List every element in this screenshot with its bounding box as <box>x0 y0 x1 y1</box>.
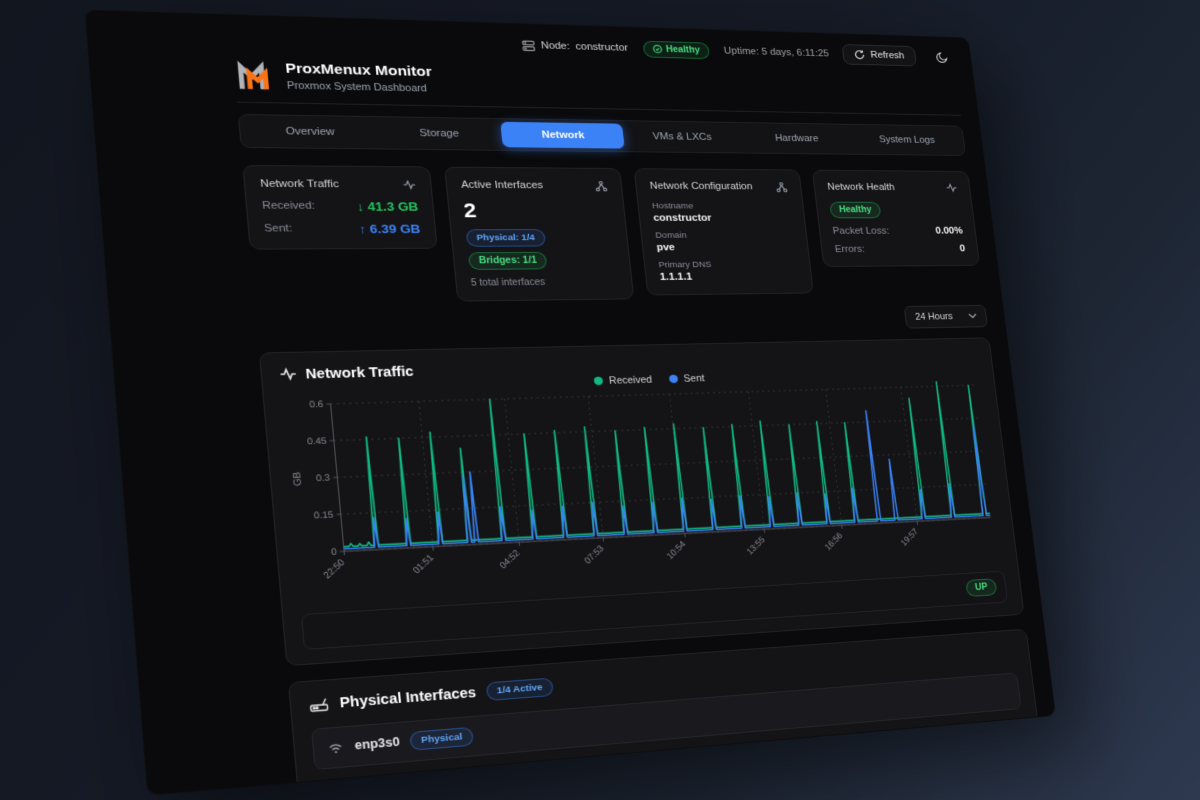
received-label: Received: <box>261 200 316 212</box>
stat-cards: Network Traffic Received: ↓ 41.3 GB Sent… <box>242 164 983 304</box>
sent-value: ↑ 6.39 GB <box>358 221 421 236</box>
activity-icon <box>279 367 298 381</box>
node-indicator: Node: constructor <box>522 39 629 53</box>
svg-text:13:55: 13:55 <box>745 535 768 557</box>
svg-text:07:53: 07:53 <box>583 543 607 566</box>
card-title: Active Interfaces <box>460 179 544 191</box>
sent-label: Sent: <box>263 223 293 235</box>
domain-value: pve <box>656 242 676 253</box>
proxmenux-logo <box>233 60 275 91</box>
svg-text:GB: GB <box>292 471 305 486</box>
svg-text:0.45: 0.45 <box>307 436 328 447</box>
interface-count: 2 <box>462 198 478 222</box>
tab-storage[interactable]: Storage <box>374 120 503 147</box>
card-title: Network Traffic <box>259 178 340 190</box>
check-circle-icon <box>652 45 662 54</box>
received-value: ↓ 41.3 GB <box>356 199 419 214</box>
tab-overview[interactable]: Overview <box>242 118 376 146</box>
tab-hardware[interactable]: Hardware <box>739 125 854 151</box>
refresh-icon <box>854 50 866 60</box>
node-label: Node: <box>540 40 571 52</box>
bridges-count-badge: Bridges: 1/1 <box>467 251 548 270</box>
svg-text:04:52: 04:52 <box>498 548 522 571</box>
errors-value: 0 <box>958 243 966 254</box>
tab-bar: Overview Storage Network VMs & LXCs Hardware… <box>237 113 967 156</box>
dark-mode-toggle[interactable] <box>928 45 955 69</box>
card-title: Network Configuration <box>649 180 754 192</box>
card-title: Network Health <box>826 181 896 193</box>
time-range-select[interactable]: 24 Hours <box>904 304 988 329</box>
page-title: ProxMenux Monitor <box>284 60 433 80</box>
network-configuration-card: Network Configuration Hostname construct… <box>633 167 814 296</box>
legend-dot <box>668 374 679 384</box>
hostname-value: constructor <box>652 212 713 224</box>
packet-loss-value: 0.00% <box>934 225 964 236</box>
tab-vms-lxcs[interactable]: VMs & LXCs <box>622 123 742 149</box>
activity-icon <box>945 182 958 192</box>
legend-label: Sent <box>683 372 706 385</box>
proxmenux-app: Node: constructor Healthy Uptime: 5 days… <box>85 10 1055 795</box>
refresh-button[interactable]: Refresh <box>841 44 917 67</box>
svg-text:0.6: 0.6 <box>309 399 324 410</box>
legend-dot <box>593 376 604 386</box>
svg-text:16:56: 16:56 <box>823 530 845 552</box>
domain-label: Domain <box>654 230 688 241</box>
interface-type-badge: Physical <box>409 726 474 751</box>
legend-sent: Sent <box>668 372 706 385</box>
time-range-row: 24 Hours <box>256 304 988 341</box>
moon-icon <box>934 51 948 64</box>
health-status-badge: Healthy <box>642 40 711 59</box>
node-value: constructor <box>575 41 629 54</box>
tab-network[interactable]: Network <box>500 121 625 149</box>
network-health-card: Network Health Healthy Packet Loss: 0.00… <box>811 169 981 267</box>
health-badge: Healthy <box>829 201 882 219</box>
errors-label: Errors: <box>834 243 866 255</box>
svg-text:01:51: 01:51 <box>411 553 436 576</box>
activity-icon <box>402 179 417 190</box>
page-subtitle: Proxmox System Dashboard <box>286 79 428 94</box>
chevron-down-icon <box>968 313 977 319</box>
packet-loss-label: Packet Loss: <box>832 225 890 237</box>
network-nodes-icon <box>594 180 608 192</box>
network-traffic-chart-card: Network Traffic Received Sent 0 0.15 0.3 0.4… <box>258 337 1025 666</box>
traffic-chart-plot: 0 0.15 0.3 0.45 0.6 22:50 01:51 04:52 07:53 10:54… <box>282 380 1002 597</box>
dns-label: Primary DNS <box>658 259 712 270</box>
svg-text:0.3: 0.3 <box>316 473 331 484</box>
svg-text:10:54: 10:54 <box>665 539 688 562</box>
router-icon <box>308 696 329 714</box>
svg-text:0: 0 <box>331 547 338 558</box>
wifi-icon <box>327 740 345 754</box>
svg-text:19:57: 19:57 <box>899 527 920 548</box>
section-title: Physical Interfaces <box>339 684 477 711</box>
dns-value: 1.1.1.1 <box>659 271 693 283</box>
network-traffic-card: Network Traffic Received: ↓ 41.3 GB Sent… <box>242 164 438 250</box>
physical-count-badge: Physical: 1/4 <box>465 228 546 247</box>
network-nodes-icon <box>775 181 788 192</box>
uptime-text: Uptime: 5 days, 6:11:25 <box>723 45 830 59</box>
chart-title: Network Traffic <box>304 363 415 382</box>
hostname-label: Hostname <box>651 201 694 211</box>
svg-text:22:50: 22:50 <box>322 557 348 581</box>
active-interfaces-card: Active Interfaces 2 Physical: 1/4 Bridge… <box>444 166 635 302</box>
tab-system-logs[interactable]: System Logs <box>851 127 962 152</box>
total-interfaces-note: 5 total interfaces <box>470 277 546 289</box>
legend-received: Received <box>593 374 653 387</box>
svg-text:0.15: 0.15 <box>313 510 334 521</box>
interface-name: enp3s0 <box>354 735 401 753</box>
legend-label: Received <box>608 374 653 387</box>
dashboard-window: Node: constructor Healthy Uptime: 5 days… <box>85 10 1056 795</box>
server-icon <box>522 39 536 51</box>
up-status-badge: UP <box>965 578 998 598</box>
active-count-badge: 1/4 Active <box>485 677 554 701</box>
